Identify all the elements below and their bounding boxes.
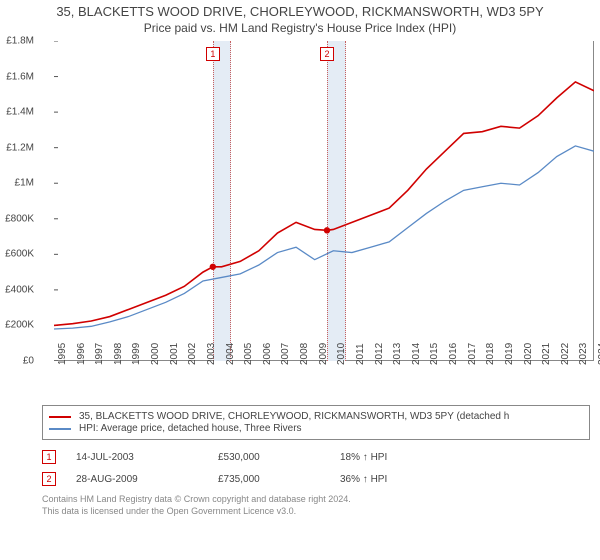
x-tick-label: 1998	[113, 343, 124, 365]
chart-marker-1: 1	[206, 47, 220, 61]
chart-marker-2: 2	[320, 47, 334, 61]
x-tick-label: 2019	[504, 343, 515, 365]
y-tick-label: £200K	[0, 320, 34, 331]
x-tick-label: 2012	[374, 343, 385, 365]
legend-swatch	[49, 428, 71, 430]
x-tick-label: 2003	[206, 343, 217, 365]
y-axis: £0£200K£400K£600K£800K£1M£1.2M£1.4M£1.6M…	[0, 41, 38, 361]
y-tick-label: £1M	[0, 178, 34, 189]
x-tick-label: 2011	[355, 343, 366, 365]
series-property	[54, 82, 594, 326]
sale-price: £530,000	[218, 452, 328, 463]
y-tick-label: £1.4M	[0, 107, 34, 118]
legend-row: 35, BLACKETTS WOOD DRIVE, CHORLEYWOOD, R…	[49, 411, 583, 422]
x-tick-label: 2014	[411, 343, 422, 365]
title-block: 35, BLACKETTS WOOD DRIVE, CHORLEYWOOD, R…	[0, 0, 600, 41]
x-tick-label: 2002	[187, 343, 198, 365]
sale-point	[324, 227, 330, 233]
sale-marker-box: 1	[42, 450, 56, 464]
series-hpi	[54, 146, 594, 329]
plot: 12	[54, 41, 594, 361]
sale-pct: 36% ↑ HPI	[340, 474, 440, 485]
legend-label: 35, BLACKETTS WOOD DRIVE, CHORLEYWOOD, R…	[79, 411, 509, 422]
x-tick-label: 1999	[131, 343, 142, 365]
sales-row: 2 28-AUG-2009 £735,000 36% ↑ HPI	[42, 468, 590, 490]
x-tick-label: 2020	[523, 343, 534, 365]
x-tick-label: 2021	[541, 343, 552, 365]
x-tick-label: 1995	[57, 343, 68, 365]
x-tick-label: 2018	[485, 343, 496, 365]
x-tick-label: 2015	[429, 343, 440, 365]
sale-pct: 18% ↑ HPI	[340, 452, 440, 463]
legend-row: HPI: Average price, detached house, Thre…	[49, 423, 583, 434]
sale-date: 14-JUL-2003	[76, 452, 206, 463]
sale-marker-box: 2	[42, 472, 56, 486]
x-tick-label: 2008	[299, 343, 310, 365]
x-tick-label: 2009	[318, 343, 329, 365]
x-tick-label: 2013	[392, 343, 403, 365]
x-tick-label: 1997	[94, 343, 105, 365]
y-tick-label: £800K	[0, 213, 34, 224]
legend: 35, BLACKETTS WOOD DRIVE, CHORLEYWOOD, R…	[42, 405, 590, 440]
y-tick-label: £1.8M	[0, 36, 34, 47]
sale-date: 28-AUG-2009	[76, 474, 206, 485]
plot-svg	[54, 41, 594, 361]
y-tick-label: £1.2M	[0, 142, 34, 153]
x-tick-label: 2005	[243, 343, 254, 365]
sales-table: 1 14-JUL-2003 £530,000 18% ↑ HPI 2 28-AUG-200…	[42, 446, 590, 490]
x-tick-label: 2000	[150, 343, 161, 365]
x-tick-label: 2010	[336, 343, 347, 365]
legend-swatch	[49, 416, 71, 418]
footer-line1: Contains HM Land Registry data © Crown c…	[42, 494, 590, 506]
sales-row: 1 14-JUL-2003 £530,000 18% ↑ HPI	[42, 446, 590, 468]
footer: Contains HM Land Registry data © Crown c…	[42, 494, 590, 517]
x-tick-label: 2006	[262, 343, 273, 365]
title-address: 35, BLACKETTS WOOD DRIVE, CHORLEYWOOD, R…	[8, 4, 592, 19]
chart-area: £0£200K£400K£600K£800K£1M£1.2M£1.4M£1.6M…	[38, 41, 598, 381]
y-tick-label: £0	[0, 356, 34, 367]
sale-point	[210, 264, 216, 270]
x-tick-label: 2007	[280, 343, 291, 365]
x-tick-label: 2017	[467, 343, 478, 365]
footer-line2: This data is licensed under the Open Gov…	[42, 506, 590, 518]
y-tick-label: £400K	[0, 284, 34, 295]
x-tick-label: 2001	[169, 343, 180, 365]
legend-label: HPI: Average price, detached house, Thre…	[79, 423, 302, 434]
y-tick-label: £1.6M	[0, 71, 34, 82]
x-tick-label: 2023	[578, 343, 589, 365]
sale-price: £735,000	[218, 474, 328, 485]
x-tick-label: 2004	[225, 343, 236, 365]
title-subtitle: Price paid vs. HM Land Registry's House …	[8, 21, 592, 35]
x-tick-label: 1996	[76, 343, 87, 365]
x-tick-label: 2022	[560, 343, 571, 365]
y-tick-label: £600K	[0, 249, 34, 260]
x-tick-label: 2016	[448, 343, 459, 365]
x-axis: 1995199619971998199920002001200220032004…	[54, 361, 594, 381]
